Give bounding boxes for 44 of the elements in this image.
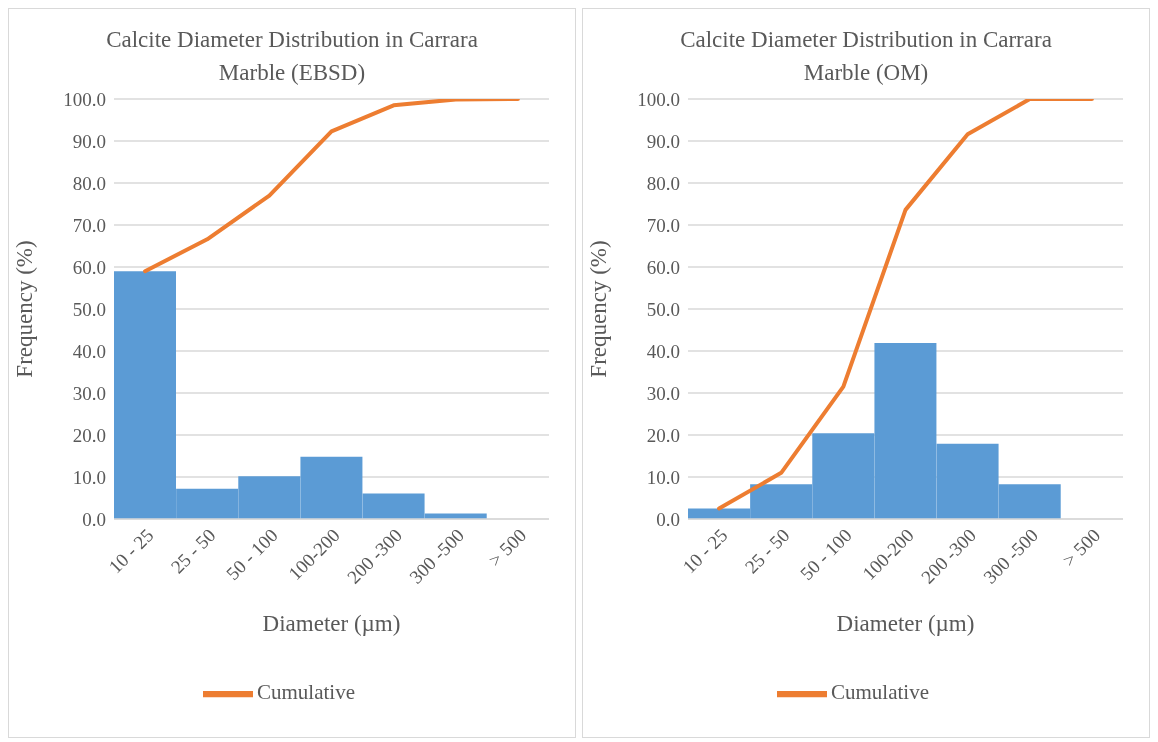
y-tick-label: 90.0	[646, 130, 680, 152]
x-tick-label: 300 -500	[405, 524, 469, 588]
y-tick-label: 60.0	[72, 256, 106, 278]
legend-label: Cumulative	[831, 679, 929, 704]
x-tick-label: 300 -500	[979, 524, 1043, 588]
y-tick-label: 70.0	[646, 214, 680, 236]
y-tick-label: 0.0	[82, 508, 106, 530]
y-tick-label: 30.0	[646, 382, 680, 404]
y-tick-label: 0.0	[656, 508, 680, 530]
chart-title: Calcite Diameter Distribution in Carrara Marble (OM)	[679, 26, 1053, 87]
x-tick-label: 200 -300	[917, 524, 981, 588]
y-tick-label: 40.0	[646, 340, 680, 362]
x-tick-label: 50 - 100	[222, 524, 282, 585]
y-tick-label: 90.0	[72, 130, 106, 152]
y-axis-title: Frequency (%)	[586, 240, 612, 378]
y-tick-label: 40.0	[72, 340, 106, 362]
x-axis-title: Diameter (µm)	[836, 611, 975, 636]
y-tick-label: 20.0	[72, 424, 106, 446]
line-series	[143, 99, 520, 274]
y-tick-label: 80.0	[72, 172, 106, 194]
y-tick-label: 50.0	[646, 298, 680, 320]
y-tick-label: 60.0	[646, 256, 680, 278]
x-tick-label: > 500	[484, 524, 531, 571]
y-tick-label: 100.0	[637, 88, 680, 110]
y-tick-label: 100.0	[63, 88, 106, 110]
x-tick-label: > 500	[1058, 524, 1105, 571]
y-axis-title: Frequency (%)	[12, 240, 38, 378]
y-tick-label: 70.0	[72, 214, 106, 236]
x-tick-label: 200 -300	[343, 524, 407, 588]
line-series	[717, 99, 1094, 511]
x-tick-label: 25 - 50	[166, 524, 220, 578]
y-tick-label: 10.0	[72, 466, 106, 488]
chart-title: Calcite Diameter Distribution in Carrara Marble (EBSD)	[105, 26, 479, 87]
y-tick-label: 50.0	[72, 298, 106, 320]
x-axis-title: Diameter (µm)	[262, 611, 401, 636]
y-tick-label: 30.0	[72, 382, 106, 404]
x-tick-label: 10 - 25	[678, 524, 732, 578]
x-tick-label: 50 - 100	[796, 524, 856, 585]
legend-label: Cumulative	[257, 679, 355, 704]
y-tick-label: 10.0	[646, 466, 680, 488]
x-tick-label: 25 - 50	[740, 524, 794, 578]
y-tick-label: 20.0	[646, 424, 680, 446]
y-tick-label: 80.0	[646, 172, 680, 194]
x-tick-label: 10 - 25	[104, 524, 158, 578]
